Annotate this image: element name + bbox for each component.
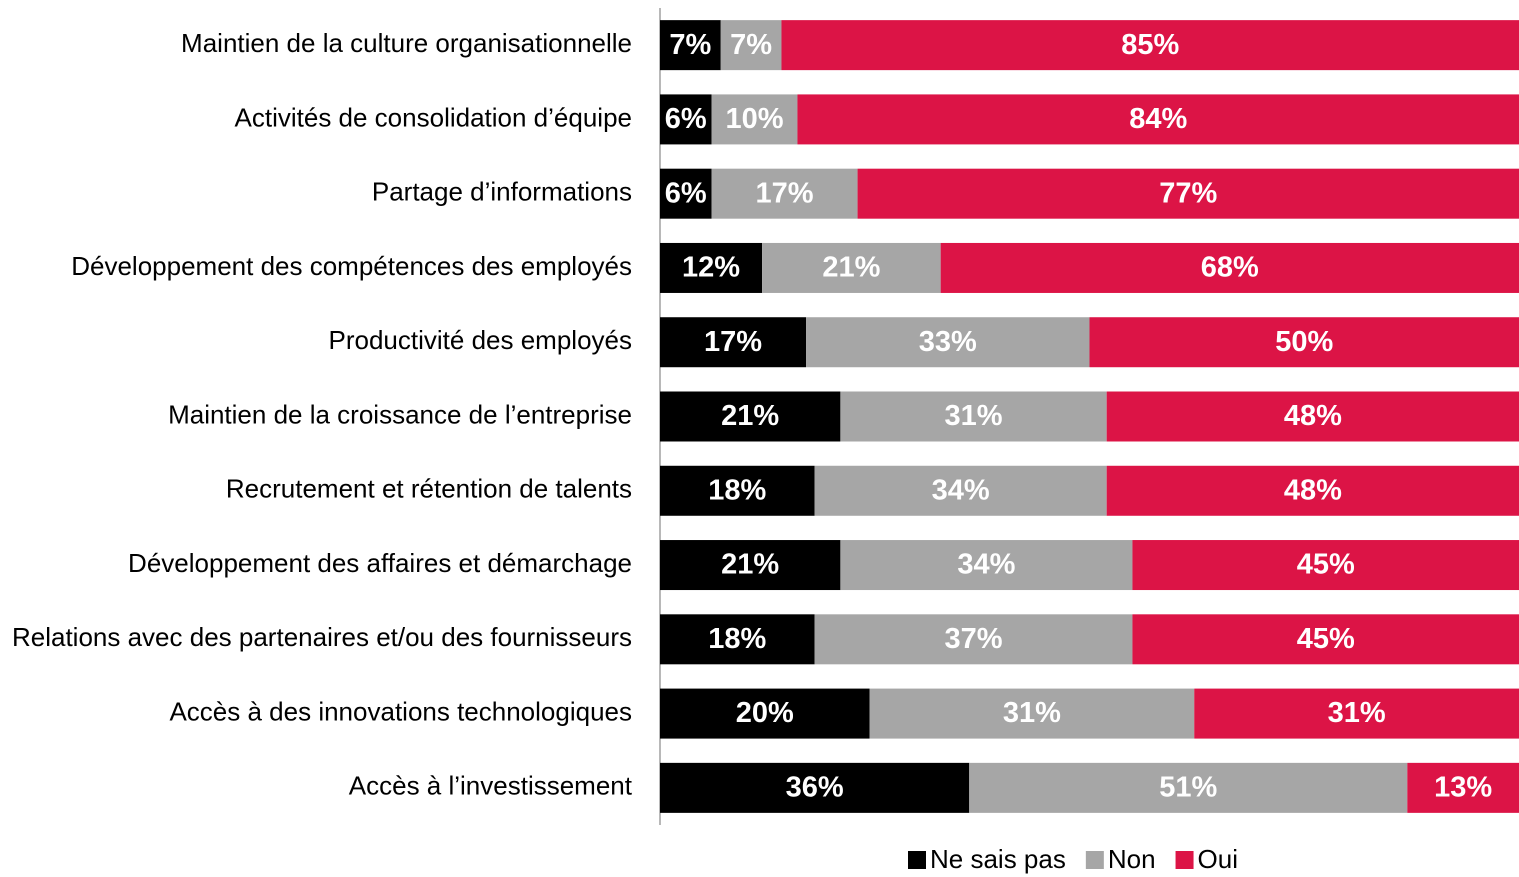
bar-segment [1132,614,1519,665]
value-label: 7% [730,29,772,61]
category-label: Développement des compétences des employ… [71,251,632,281]
value-label: 45% [1297,623,1355,655]
bar-segment [840,540,1133,591]
value-label: 51% [1159,772,1217,804]
value-label: 20% [736,697,794,729]
bar-segment [720,20,782,71]
bar-segment [711,94,798,145]
bar-segment [940,242,1519,293]
bar-segment [869,688,1195,739]
bar-segment [660,20,721,71]
value-label: 37% [945,623,1003,655]
category-label: Développement des affaires et démarchage [128,548,632,578]
category-label: Accès à l’investissement [349,771,633,801]
value-label: 45% [1297,549,1355,581]
bar-segment [781,20,1519,71]
bar-segment [814,614,1133,665]
legend-swatch [1085,851,1104,869]
value-label: 50% [1275,326,1333,358]
bar-segment [660,540,841,591]
value-label: 85% [1121,29,1179,61]
value-label: 6% [665,177,707,209]
value-label: 84% [1129,103,1187,135]
bar-segment [857,168,1519,219]
value-label: 31% [1328,697,1386,729]
category-label: Relations avec des partenaires et/ou des… [12,622,632,652]
bar-segment [711,168,858,219]
value-label: 68% [1201,252,1259,284]
bar-segment [660,391,841,442]
value-label: 48% [1284,474,1342,506]
bar-segment [797,94,1519,145]
bar-segment [1132,540,1519,591]
value-label: 7% [669,29,711,61]
category-label: Maintien de la culture organisationnelle [181,28,632,58]
bar-segment [1106,391,1519,442]
value-label: 31% [945,400,1003,432]
bar-segment [1089,317,1519,368]
bar-segment [660,614,815,665]
value-label: 31% [1003,697,1061,729]
category-label: Productivité des employés [329,325,632,355]
category-label: Maintien de la croissance de l’entrepris… [168,399,632,429]
bar-segment [1407,762,1519,813]
value-label: 17% [756,177,814,209]
value-label: 13% [1434,772,1492,804]
bar-segment [660,762,970,813]
value-label: 10% [725,103,783,135]
bar-segment [762,242,941,293]
bar-segment [660,168,712,219]
bar-segment [660,242,763,293]
bar-segment [969,762,1408,813]
value-label: 48% [1284,400,1342,432]
bar-segment [1106,465,1519,516]
bar-segment [660,688,870,739]
legend-swatch [1175,851,1194,869]
value-label: 18% [708,474,766,506]
value-label: 21% [721,549,779,581]
category-label: Activités de consolidation d’équipe [235,102,632,132]
legend-label: Non [1108,844,1156,874]
value-label: 12% [682,252,740,284]
category-label: Partage d’informations [372,177,632,207]
value-label: 21% [822,252,880,284]
value-label: 34% [957,549,1015,581]
value-label: 17% [704,326,762,358]
bar-segment [814,465,1107,516]
value-label: 6% [665,103,707,135]
legend-label: Oui [1198,844,1238,874]
bar-segment [840,391,1107,442]
bar-segment [806,317,1090,368]
category-label: Accès à des innovations technologiques [169,696,632,726]
legend-swatch [908,851,926,869]
bar-segment [660,317,807,368]
bar-segment [660,465,815,516]
value-label: 21% [721,400,779,432]
category-label: Recrutement et rétention de talents [226,474,632,504]
value-label: 18% [708,623,766,655]
value-label: 34% [932,474,990,506]
bar-segment [660,94,712,145]
value-label: 77% [1159,177,1217,209]
bar-segment [1194,688,1519,739]
legend-label: Ne sais pas [930,844,1066,874]
value-label: 33% [919,326,977,358]
value-label: 36% [786,772,844,804]
